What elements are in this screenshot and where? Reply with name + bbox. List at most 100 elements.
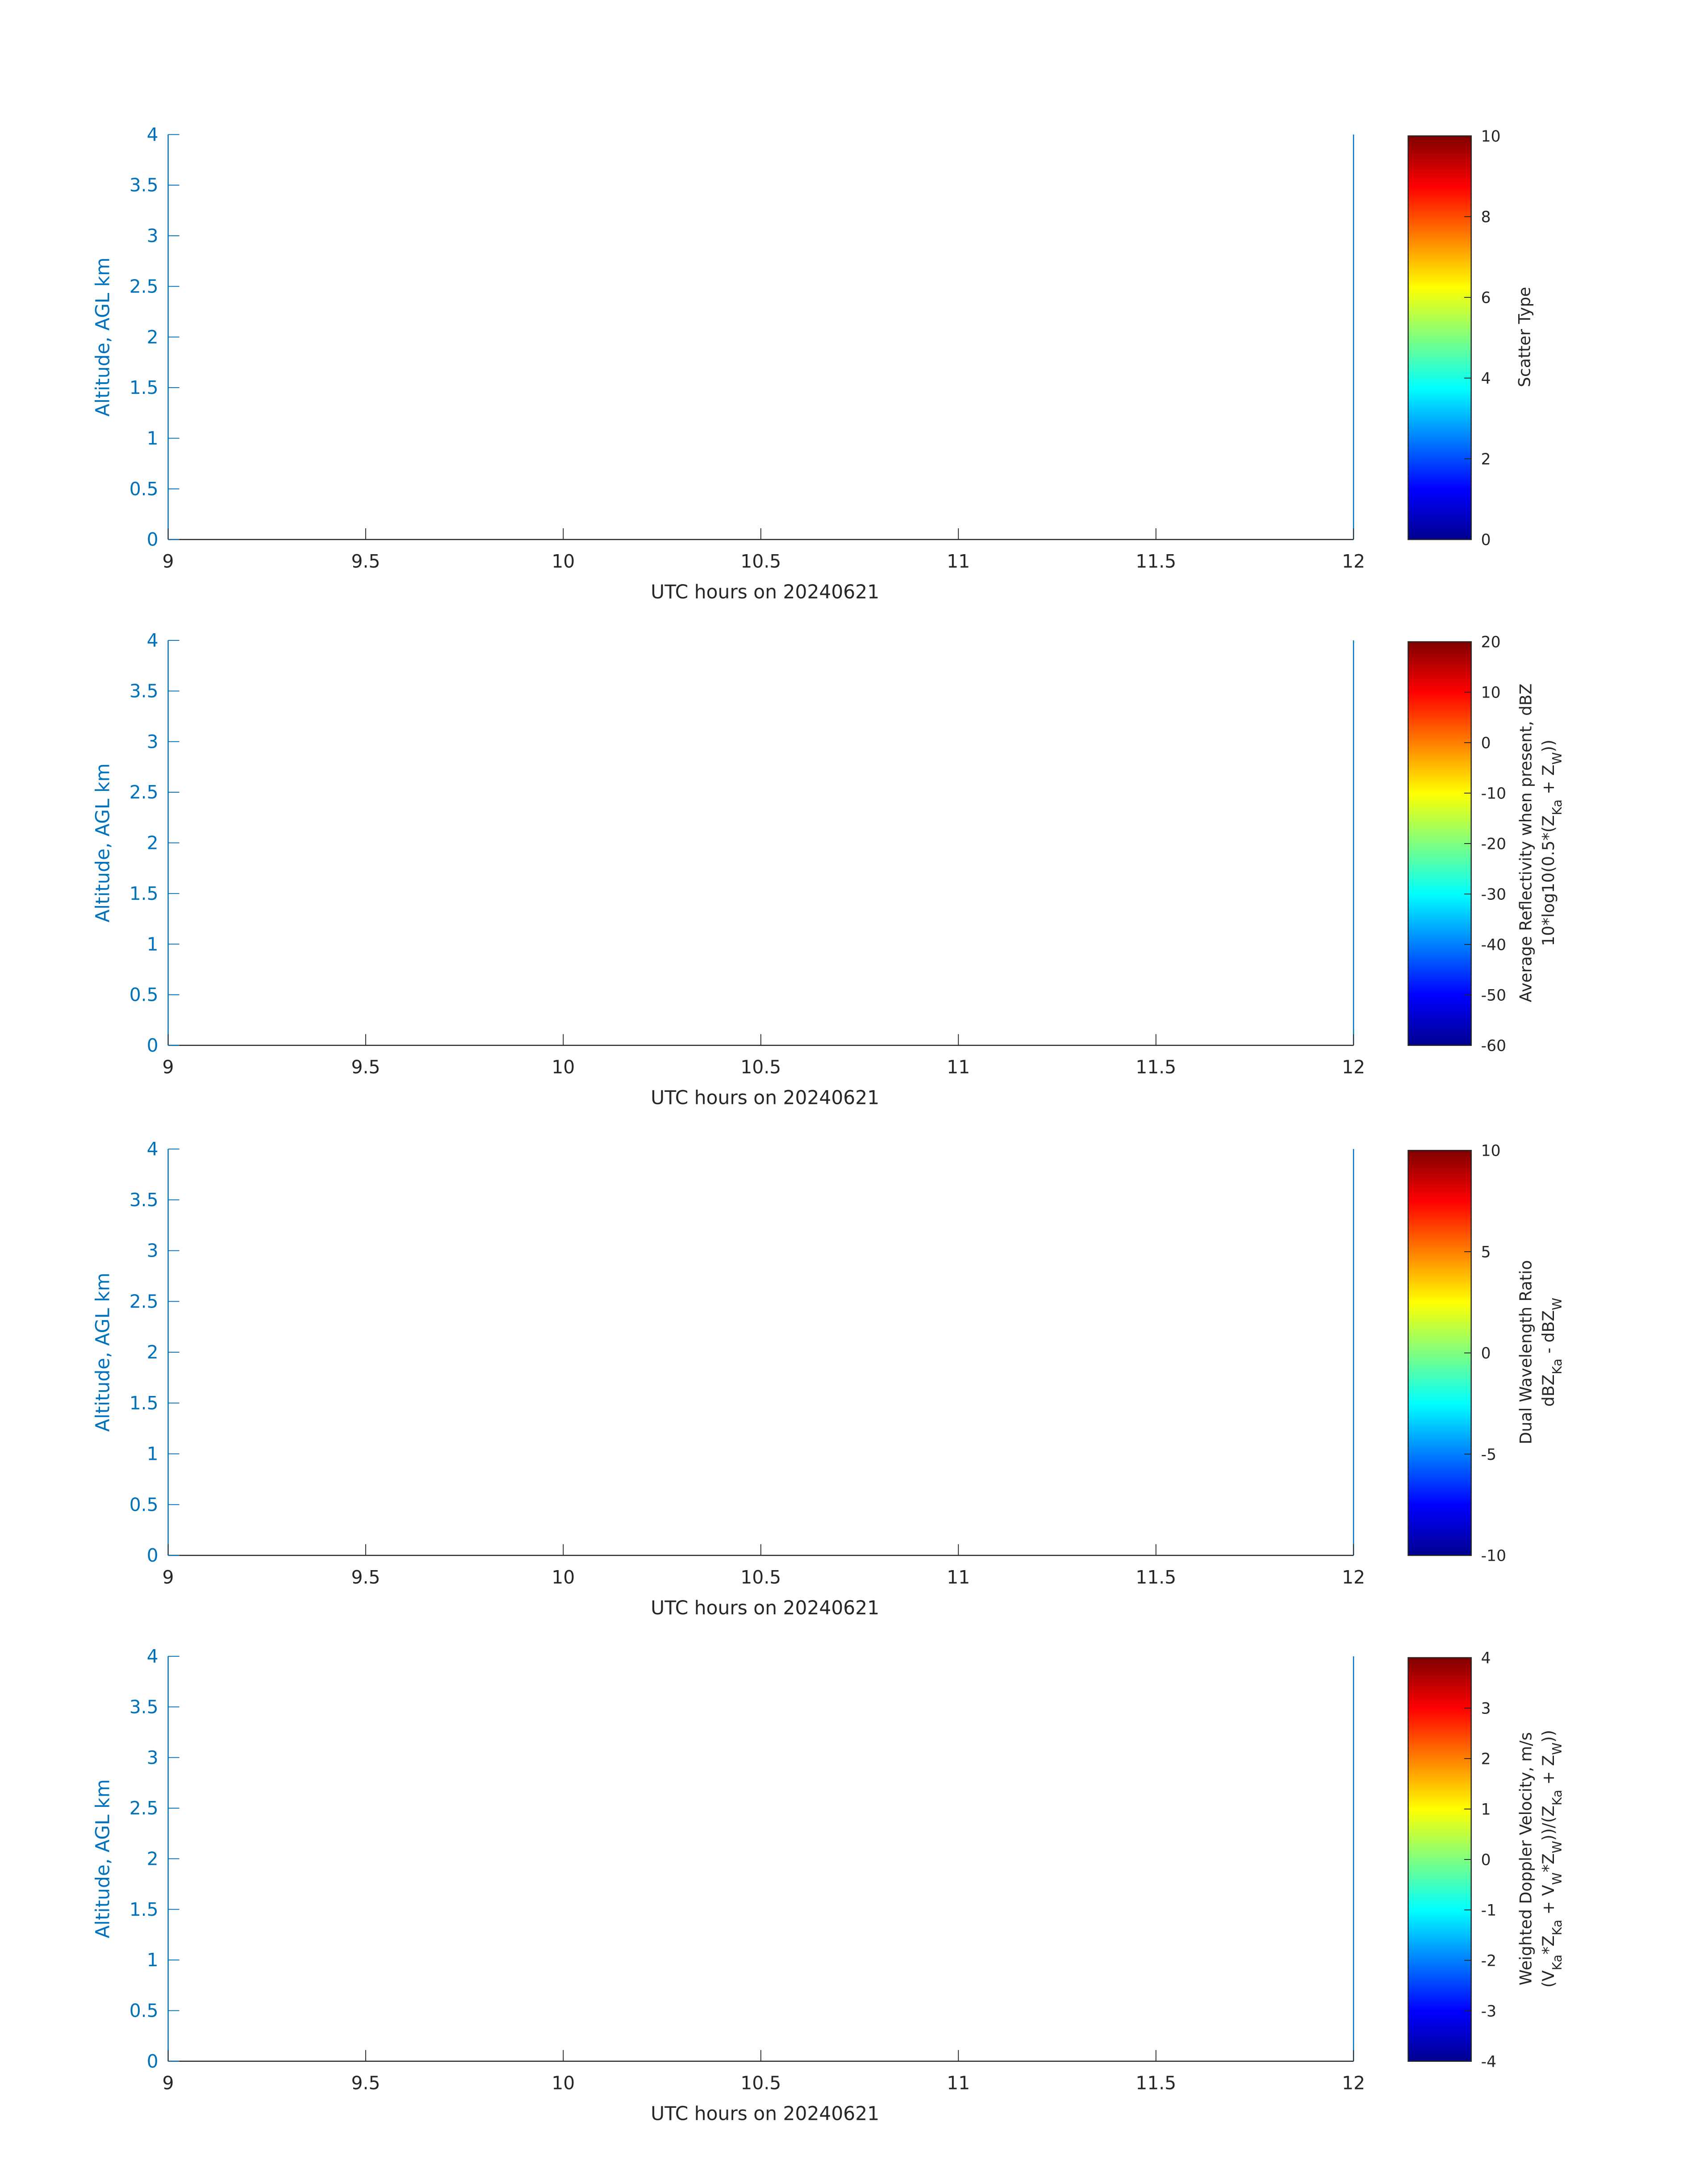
colorbar-label-text: Average Reflectivity when present, dBZ	[1517, 683, 1536, 1002]
y-tick-label: 0.5	[129, 1494, 159, 1515]
colorbar-tick-label: 3	[1481, 1700, 1491, 1718]
x-tick-label: 11	[947, 551, 970, 572]
colorbar-label-text: + Z	[1539, 1755, 1558, 1790]
colorbar-tick-label: 0	[1481, 735, 1491, 752]
colorbar-label-text: dBZ	[1539, 1375, 1558, 1407]
y-tick-label: 2	[147, 1341, 159, 1363]
colorbar-label-text: Scatter Type	[1515, 287, 1534, 387]
colorbar-tick-label: -4	[1481, 2053, 1496, 2071]
y-tick-label: 0	[147, 529, 159, 550]
x-tick-label: 10	[551, 2073, 575, 2094]
colorbar-tick-label: -40	[1481, 936, 1506, 954]
x-tick-label: 10.5	[740, 1057, 781, 1078]
colorbar-tick-label: 5	[1481, 1243, 1491, 1261]
y-tick-label: 2.5	[129, 1291, 159, 1312]
colorbar-label-text: Dual Wavelength Ratio	[1517, 1260, 1536, 1444]
y-tick-label: 2.5	[129, 276, 159, 297]
y-tick-label: 4	[147, 630, 159, 651]
x-tick-label: 9.5	[351, 1057, 380, 1078]
colorbar-tick-label: -10	[1481, 1547, 1506, 1565]
x-tick-label: 9	[163, 551, 174, 572]
colorbar-tick-label: 2	[1481, 1751, 1491, 1768]
colorbar-tick-label: 4	[1481, 1650, 1491, 1667]
x-axis-label: UTC hours on 20240621	[651, 2103, 879, 2125]
colorbar-tick-label: -50	[1481, 986, 1506, 1004]
colorbar	[1407, 641, 1472, 1046]
y-tick-label: 0	[147, 1545, 159, 1566]
y-axis-label: Altitude, AGL km	[92, 1273, 114, 1432]
x-tick-label: 12	[1342, 1057, 1365, 1078]
colorbar-tick-label: 20	[1481, 634, 1501, 652]
y-tick-label: 0.5	[129, 478, 159, 500]
x-tick-label: 11	[947, 1057, 970, 1078]
x-tick-label: 10.5	[740, 551, 781, 572]
colorbar-label-subscript: Ka	[1549, 799, 1564, 815]
x-tick-label: 11.5	[1136, 1567, 1176, 1588]
colorbar-label-text: + V	[1539, 1885, 1558, 1920]
x-tick-label: 10	[551, 1567, 575, 1588]
colorbar-label: Average Reflectivity when present, dBZ	[1517, 683, 1536, 1002]
x-tick-label: 12	[1342, 1567, 1365, 1588]
colorbar-tick-label: -60	[1481, 1037, 1506, 1055]
colorbar-tick-label: -30	[1481, 886, 1506, 904]
colorbar-label-text: (V	[1539, 1970, 1558, 1988]
colorbar-tick-label: 10	[1481, 128, 1501, 146]
y-tick-label: 4	[147, 1646, 159, 1667]
y-tick-label: 1.5	[129, 1392, 159, 1414]
y-tick-label: 2	[147, 1848, 159, 1869]
y-tick-label: 2.5	[129, 781, 159, 803]
colorbar	[1407, 1149, 1472, 1556]
x-tick-label: 9	[163, 2073, 174, 2094]
colorbar-label-text: ))/(Z	[1539, 1805, 1558, 1841]
x-tick-label: 11	[947, 1567, 970, 1588]
y-tick-label: 1.5	[129, 1899, 159, 1920]
y-axis-label: Altitude, AGL km	[92, 258, 114, 417]
y-tick-label: 1	[147, 1443, 159, 1465]
colorbar-tick-label: 8	[1481, 209, 1491, 226]
colorbar-label-text: Weighted Doppler Velocity, m/s	[1517, 1732, 1536, 1985]
x-tick-label: 9.5	[351, 1567, 380, 1588]
colorbar-tick-label: -10	[1481, 785, 1506, 803]
y-axis-label: Altitude, AGL km	[92, 763, 114, 922]
colorbar-tick-label: 10	[1481, 684, 1501, 702]
y-tick-label: 4	[147, 124, 159, 145]
x-axis-label: UTC hours on 20240621	[651, 1597, 879, 1619]
x-axis-label: UTC hours on 20240621	[651, 1087, 879, 1109]
colorbar-tick-label: 1	[1481, 1801, 1491, 1819]
x-tick-label: 10.5	[740, 2073, 781, 2094]
colorbar-label-subscript: W	[1549, 1298, 1564, 1310]
colorbar-tick-label: -1	[1481, 1901, 1496, 1919]
colorbar-label-text: + Z	[1539, 765, 1558, 799]
y-tick-label: 3.5	[129, 175, 159, 196]
colorbar-label-subscript: Ka	[1549, 1955, 1564, 1970]
colorbar-label-text: 10*log10(0.5*(Z	[1539, 815, 1558, 946]
colorbar-label: dBZKa - dBZW	[1539, 1298, 1564, 1407]
y-tick-label: 2	[147, 326, 159, 348]
colorbar-tick-label: 4	[1481, 370, 1491, 388]
y-tick-label: 3	[147, 731, 159, 752]
x-tick-label: 9.5	[351, 2073, 380, 2094]
y-tick-label: 3.5	[129, 1189, 159, 1211]
y-tick-label: 2.5	[129, 1797, 159, 1819]
colorbar	[1407, 1657, 1472, 2062]
y-tick-label: 1.5	[129, 377, 159, 398]
x-tick-label: 11.5	[1136, 2073, 1176, 2094]
x-tick-label: 10	[551, 551, 575, 572]
colorbar-label-text: - dBZ	[1539, 1310, 1558, 1358]
colorbar-label: (VKa*ZKa + VW*ZW))/(ZKa + ZW))	[1539, 1730, 1564, 1988]
x-tick-label: 11.5	[1136, 1057, 1176, 1078]
y-tick-label: 3	[147, 225, 159, 247]
x-tick-label: 9	[163, 1567, 174, 1588]
colorbar-label-text: *Z	[1539, 1935, 1558, 1955]
y-tick-label: 1	[147, 1949, 159, 1971]
colorbar-tick-label: -5	[1481, 1446, 1496, 1464]
x-tick-label: 10	[551, 1057, 575, 1078]
x-tick-label: 10.5	[740, 1567, 781, 1588]
y-tick-label: 0	[147, 2051, 159, 2072]
y-tick-label: 1	[147, 428, 159, 449]
colorbar-label-subscript: W	[1549, 1742, 1564, 1755]
